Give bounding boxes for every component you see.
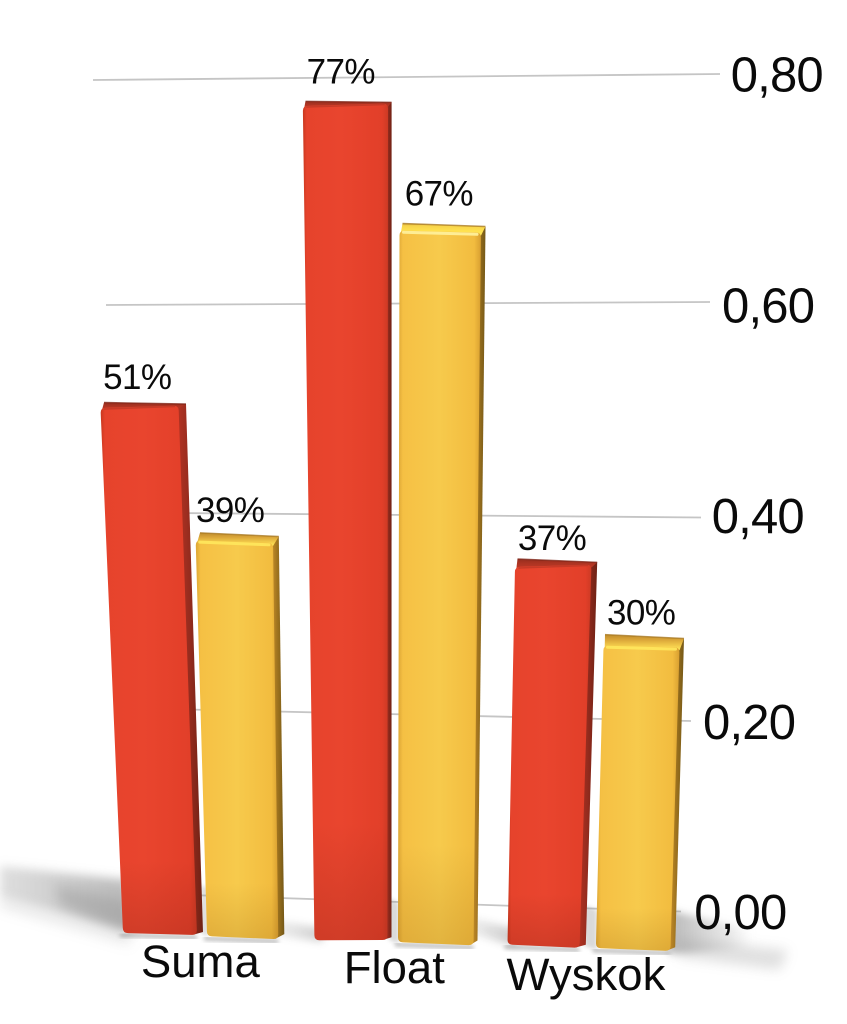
svg-text:39%: 39% — [196, 491, 264, 530]
svg-text:Suma: Suma — [141, 936, 261, 987]
svg-text:77%: 77% — [307, 53, 375, 92]
svg-text:0,20: 0,20 — [703, 696, 795, 750]
svg-text:0,00: 0,00 — [694, 886, 786, 940]
svg-text:30%: 30% — [607, 594, 675, 633]
svg-text:Wyskok: Wyskok — [507, 949, 666, 1000]
svg-text:0,60: 0,60 — [722, 280, 814, 334]
svg-text:37%: 37% — [518, 519, 586, 558]
svg-text:Float: Float — [344, 942, 446, 993]
svg-text:67%: 67% — [405, 174, 473, 213]
svg-text:0,40: 0,40 — [712, 490, 804, 544]
svg-text:51%: 51% — [103, 358, 171, 397]
svg-text:0,80: 0,80 — [731, 49, 823, 103]
